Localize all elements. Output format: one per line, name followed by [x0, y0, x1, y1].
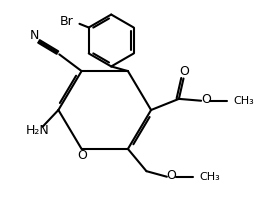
Text: O: O	[180, 65, 189, 78]
Text: O: O	[167, 169, 177, 182]
Text: H₂N: H₂N	[26, 124, 50, 137]
Text: O: O	[77, 149, 87, 162]
Text: N: N	[30, 29, 39, 42]
Text: Br: Br	[60, 15, 73, 28]
Text: O: O	[201, 93, 211, 106]
Text: CH₃: CH₃	[199, 172, 220, 182]
Text: CH₃: CH₃	[234, 96, 254, 106]
